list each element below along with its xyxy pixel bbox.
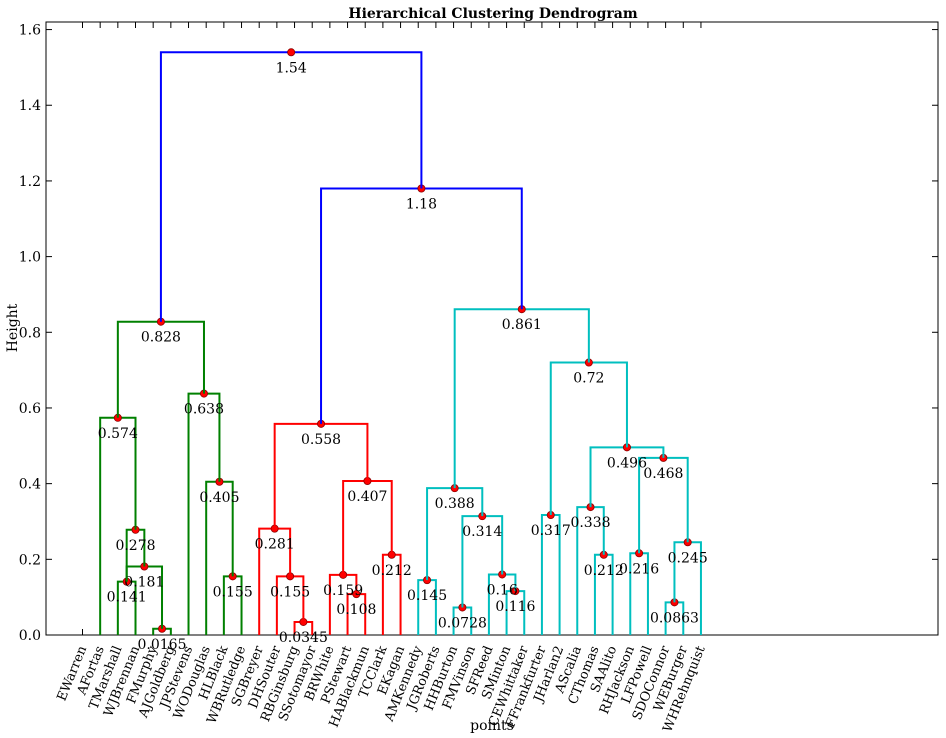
merge-height-label: 0.468 (643, 466, 683, 482)
merge-height-label: 0.141 (107, 590, 147, 606)
merge-height-label: 0.145 (407, 588, 447, 604)
y-tick-label: 1.4 (19, 98, 41, 114)
y-tick-label: 0.4 (19, 477, 41, 493)
merge-height-label: 0.281 (255, 537, 295, 553)
y-tick-label: 0.2 (19, 552, 41, 568)
y-axis-label: Height (5, 303, 21, 352)
cluster-link (320, 187, 523, 424)
merge-point (287, 48, 296, 57)
y-tick-label: 1.6 (19, 23, 41, 39)
merge-height-label: 0.212 (372, 563, 412, 579)
y-tick-label: 1.2 (19, 174, 41, 190)
merge-height-label: 0.496 (607, 455, 647, 471)
y-tick-label: 1.0 (19, 250, 41, 266)
merge-height-label: 0.407 (347, 489, 387, 505)
merge-height-label: 0.155 (213, 584, 253, 600)
plot-frame (45, 21, 939, 636)
merge-height-label: 0.181 (124, 575, 164, 591)
merge-height-label: 0.0165 (138, 637, 187, 653)
merge-height-label: 0.405 (199, 490, 239, 506)
merge-height-label: 0.574 (98, 426, 138, 442)
merge-height-label: 0.638 (184, 402, 224, 418)
merge-height-label: 0.278 (115, 538, 155, 554)
merge-height-label: 0.388 (435, 496, 475, 512)
merge-height-label: 0.317 (531, 523, 571, 539)
cluster-link (453, 308, 590, 489)
merge-height-label: 1.54 (276, 60, 307, 76)
merge-height-label: 1.18 (406, 196, 437, 212)
cluster-link (159, 51, 423, 322)
merge-height-label: 0.16 (487, 582, 518, 598)
merge-height-label: 0.828 (141, 330, 181, 346)
merge-height-label: 0.314 (462, 524, 502, 540)
y-tick-label: 0.8 (19, 325, 41, 341)
merge-height-label: 0.216 (619, 561, 659, 577)
merge-height-label: 0.116 (495, 599, 535, 615)
merge-height-label: 0.155 (270, 584, 310, 600)
plot-area: 0.00.20.40.60.81.01.21.41.6EWarrenAForta… (19, 21, 939, 735)
merge-height-label: 0.108 (336, 602, 376, 618)
merge-height-label: 0.159 (323, 583, 363, 599)
chart-title: Hierarchical Clustering Dendrogram (348, 6, 637, 22)
merge-height-label: 0.558 (301, 432, 341, 448)
merge-height-label: 0.338 (570, 515, 610, 531)
merge-height-label: 0.212 (584, 563, 624, 579)
merge-height-label: 0.245 (668, 550, 708, 566)
merge-height-label: 0.861 (502, 317, 542, 333)
merge-height-label: 0.0345 (279, 630, 328, 646)
y-tick-label: 0.6 (19, 401, 41, 417)
y-tick-label: 0.0 (19, 628, 41, 644)
merge-height-label: 0.0728 (438, 615, 487, 631)
merge-height-label: 0.0863 (650, 610, 699, 626)
merge-height-label: 0.72 (573, 371, 604, 387)
x-axis-label: points (470, 718, 514, 734)
